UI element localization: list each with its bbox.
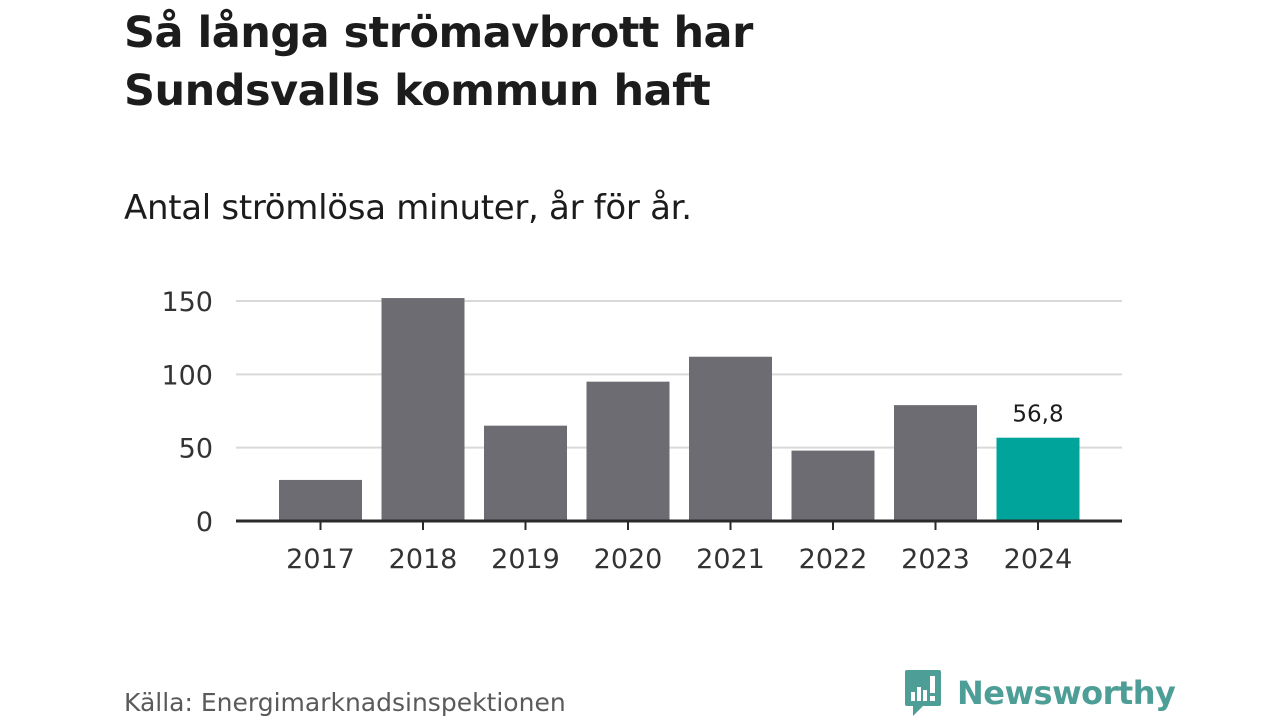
bar-2024	[996, 437, 1080, 521]
y-tick-label: 100	[161, 360, 213, 391]
gridlines	[236, 300, 1122, 449]
y-tick-label: 50	[179, 434, 213, 465]
x-tick-label: 2021	[696, 544, 765, 575]
x-tick-label: 2019	[491, 544, 560, 575]
y-tick-label: 0	[196, 507, 213, 538]
data-labels: 56,8	[1012, 402, 1063, 428]
bars	[279, 298, 1080, 521]
x-axis	[236, 519, 1122, 530]
x-axis-labels: 2017 2018 2019 2020 2021 2022 2023 2024	[286, 544, 1072, 575]
x-tick-label: 2024	[1004, 544, 1073, 575]
newsworthy-logo-icon	[905, 670, 941, 716]
y-tick-label: 150	[161, 287, 213, 318]
x-tick-label: 2022	[799, 544, 868, 575]
data-label-2024: 56,8	[1012, 402, 1063, 428]
bar-2022	[791, 450, 875, 521]
y-axis-ticks: 0 50 100 150	[161, 287, 213, 538]
source-note: Källa: Energimarknadsinspektionen	[124, 688, 566, 717]
chart-title: Så långa strömavbrott har Sundsvalls komm…	[124, 8, 753, 116]
x-tick-label: 2017	[286, 544, 355, 575]
brand-name: Newsworthy	[957, 674, 1176, 712]
x-tick-label: 2020	[594, 544, 663, 575]
chart-subtitle: Antal strömlösa minuter, år för år.	[124, 188, 692, 228]
x-tick-label: 2018	[389, 544, 458, 575]
bar-2018	[381, 298, 465, 521]
x-tick-label: 2023	[901, 544, 970, 575]
bar-2020	[586, 381, 670, 521]
brand-logo: Newsworthy	[903, 668, 1176, 718]
bar-2021	[689, 356, 772, 521]
bar-2023	[894, 405, 977, 521]
bar-2019	[484, 425, 567, 521]
bar-2017	[279, 479, 362, 521]
